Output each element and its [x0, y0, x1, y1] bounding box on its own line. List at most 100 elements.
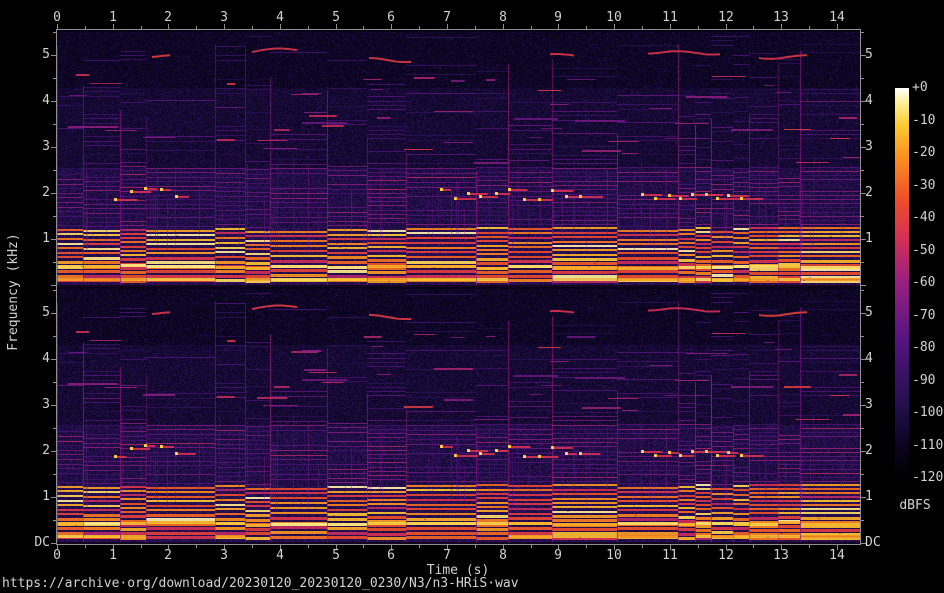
freq-tick-label: 3 — [42, 139, 50, 154]
freq-tick-mark — [861, 382, 864, 383]
time-tick-label: 7 — [443, 10, 451, 25]
time-tick-mark — [781, 24, 782, 29]
time-minor-tick-mark — [252, 26, 253, 29]
time-tick-mark — [336, 545, 337, 550]
time-tick-mark — [280, 24, 281, 29]
freq-tick-label: 5 — [42, 47, 50, 62]
time-tick-mark — [224, 545, 225, 550]
freq-tick-mark — [861, 497, 866, 498]
freq-tick-mark — [861, 262, 864, 263]
freq-tick-mark — [53, 170, 56, 171]
freq-tick-mark — [53, 428, 56, 429]
time-minor-tick-mark — [753, 26, 754, 29]
freq-tick-mark — [53, 124, 56, 125]
time-tick-mark — [781, 545, 782, 550]
freq-tick-mark — [53, 520, 56, 521]
freq-tick-mark — [53, 290, 56, 291]
time-tick-label: 11 — [662, 548, 678, 563]
time-tick-mark — [670, 24, 671, 29]
time-minor-tick-mark — [141, 26, 142, 29]
freq-tick-label: 2 — [42, 443, 50, 458]
freq-tick-mark — [861, 520, 864, 521]
time-minor-tick-mark — [586, 26, 587, 29]
freq-tick-mark — [861, 32, 864, 33]
time-tick-label: 2 — [164, 548, 172, 563]
freq-tick-label: 4 — [42, 93, 50, 108]
colorbar-tick-label: -40 — [912, 210, 936, 225]
time-minor-tick-mark — [475, 26, 476, 29]
colorbar-tick-label: -20 — [912, 145, 936, 160]
colorbar-tick-label: -80 — [912, 340, 936, 355]
time-minor-tick-mark — [141, 545, 142, 548]
freq-tick-label: 3 — [865, 139, 873, 154]
spectrogram-lower-channel — [57, 287, 860, 544]
time-tick-label: 8 — [499, 10, 507, 25]
colorbar-tick-label: -90 — [912, 373, 936, 388]
time-tick-mark — [670, 545, 671, 550]
time-minor-tick-mark — [419, 545, 420, 548]
time-minor-tick-mark — [85, 26, 86, 29]
time-tick-mark — [168, 24, 169, 29]
freq-tick-label: 2 — [865, 443, 873, 458]
time-minor-tick-mark — [196, 545, 197, 548]
time-minor-tick-mark — [698, 26, 699, 29]
freq-tick-mark — [53, 336, 56, 337]
time-tick-label: 8 — [499, 548, 507, 563]
time-tick-mark — [726, 24, 727, 29]
time-tick-mark — [503, 24, 504, 29]
time-minor-tick-mark — [809, 26, 810, 29]
freq-tick-label: 1 — [865, 489, 873, 504]
time-tick-mark — [614, 24, 615, 29]
time-tick-mark — [614, 545, 615, 550]
time-tick-mark — [113, 24, 114, 29]
source-url-text: https://archive·org/download/20230120_20… — [2, 576, 519, 591]
time-minor-tick-mark — [475, 545, 476, 548]
freq-tick-mark — [861, 405, 866, 406]
freq-tick-mark — [861, 124, 864, 125]
time-minor-tick-mark — [308, 545, 309, 548]
time-minor-tick-mark — [753, 545, 754, 548]
time-tick-label: 9 — [554, 548, 562, 563]
freq-tick-mark — [51, 239, 56, 240]
freq-tick-mark — [51, 101, 56, 102]
time-tick-mark — [168, 545, 169, 550]
colorbar-title: dBFS — [899, 498, 931, 513]
time-tick-label: 13 — [773, 10, 789, 25]
time-tick-label: 12 — [718, 10, 734, 25]
freq-tick-mark — [861, 290, 864, 291]
time-minor-tick-mark — [531, 545, 532, 548]
time-tick-mark — [837, 24, 838, 29]
time-tick-mark — [280, 545, 281, 550]
time-tick-label: 0 — [53, 548, 61, 563]
time-tick-label: 5 — [332, 10, 340, 25]
time-tick-mark — [447, 24, 448, 29]
freq-tick-mark — [53, 262, 56, 263]
spectrogram-upper-channel — [57, 30, 860, 287]
time-tick-label: 14 — [829, 10, 845, 25]
time-minor-tick-mark — [531, 26, 532, 29]
freq-tick-mark — [51, 497, 56, 498]
y-axis-title: Frequency (kHz) — [6, 233, 21, 351]
colorbar-tick-label: -120 — [912, 470, 944, 485]
time-tick-label: 6 — [387, 10, 395, 25]
freq-tick-mark — [861, 451, 866, 452]
time-tick-mark — [391, 545, 392, 550]
freq-tick-mark — [51, 543, 56, 544]
freq-tick-mark — [861, 336, 864, 337]
time-minor-tick-mark — [85, 545, 86, 548]
dc-label: DC — [865, 535, 881, 550]
freq-tick-mark — [51, 193, 56, 194]
time-tick-label: 1 — [109, 10, 117, 25]
time-minor-tick-mark — [809, 545, 810, 548]
time-tick-label: 10 — [606, 548, 622, 563]
freq-tick-mark — [861, 147, 866, 148]
time-minor-tick-mark — [586, 545, 587, 548]
time-tick-mark — [558, 24, 559, 29]
time-tick-label: 7 — [443, 548, 451, 563]
time-tick-label: 12 — [718, 548, 734, 563]
plot-frame — [56, 29, 861, 545]
time-minor-tick-mark — [642, 545, 643, 548]
colorbar-tick-label: -30 — [912, 178, 936, 193]
freq-tick-mark — [861, 285, 866, 286]
